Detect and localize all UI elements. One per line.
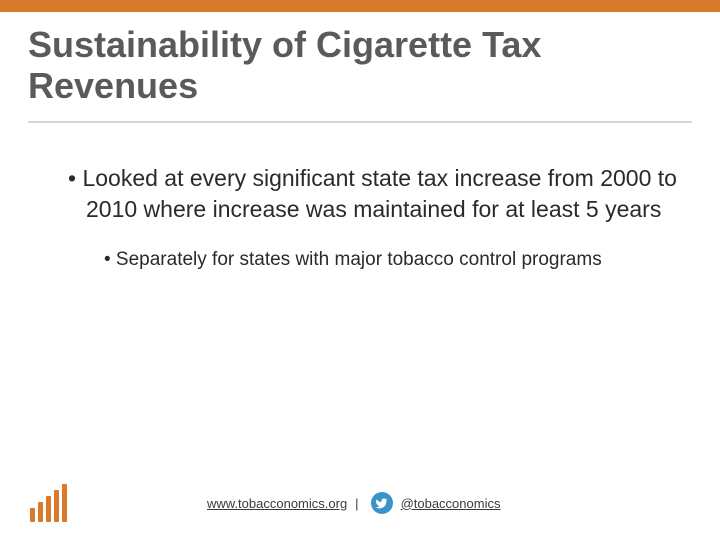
logo-bar xyxy=(30,508,35,522)
title-area: Sustainability of Cigarette Tax Revenues xyxy=(0,12,720,115)
page-title: Sustainability of Cigarette Tax Revenues xyxy=(28,24,692,107)
footer-separator: | xyxy=(355,496,358,511)
content-area: • Looked at every significant state tax … xyxy=(0,123,720,273)
footer-url-link[interactable]: www.tobacconomics.org xyxy=(207,496,347,511)
logo-bar xyxy=(62,484,67,522)
twitter-icon[interactable] xyxy=(371,492,393,514)
logo-bar xyxy=(38,502,43,522)
bullet-sub: • Separately for states with major tobac… xyxy=(104,247,680,273)
logo-bar xyxy=(46,496,51,522)
logo-bar xyxy=(54,490,59,522)
accent-top-bar xyxy=(0,0,720,12)
logo-bars-icon xyxy=(30,484,67,522)
bullet-main: • Looked at every significant state tax … xyxy=(68,163,680,225)
footer-links: www.tobacconomics.org | @tobacconomics xyxy=(207,492,500,514)
footer-handle-link[interactable]: @tobacconomics xyxy=(401,496,501,511)
footer: www.tobacconomics.org | @tobacconomics xyxy=(0,484,720,522)
